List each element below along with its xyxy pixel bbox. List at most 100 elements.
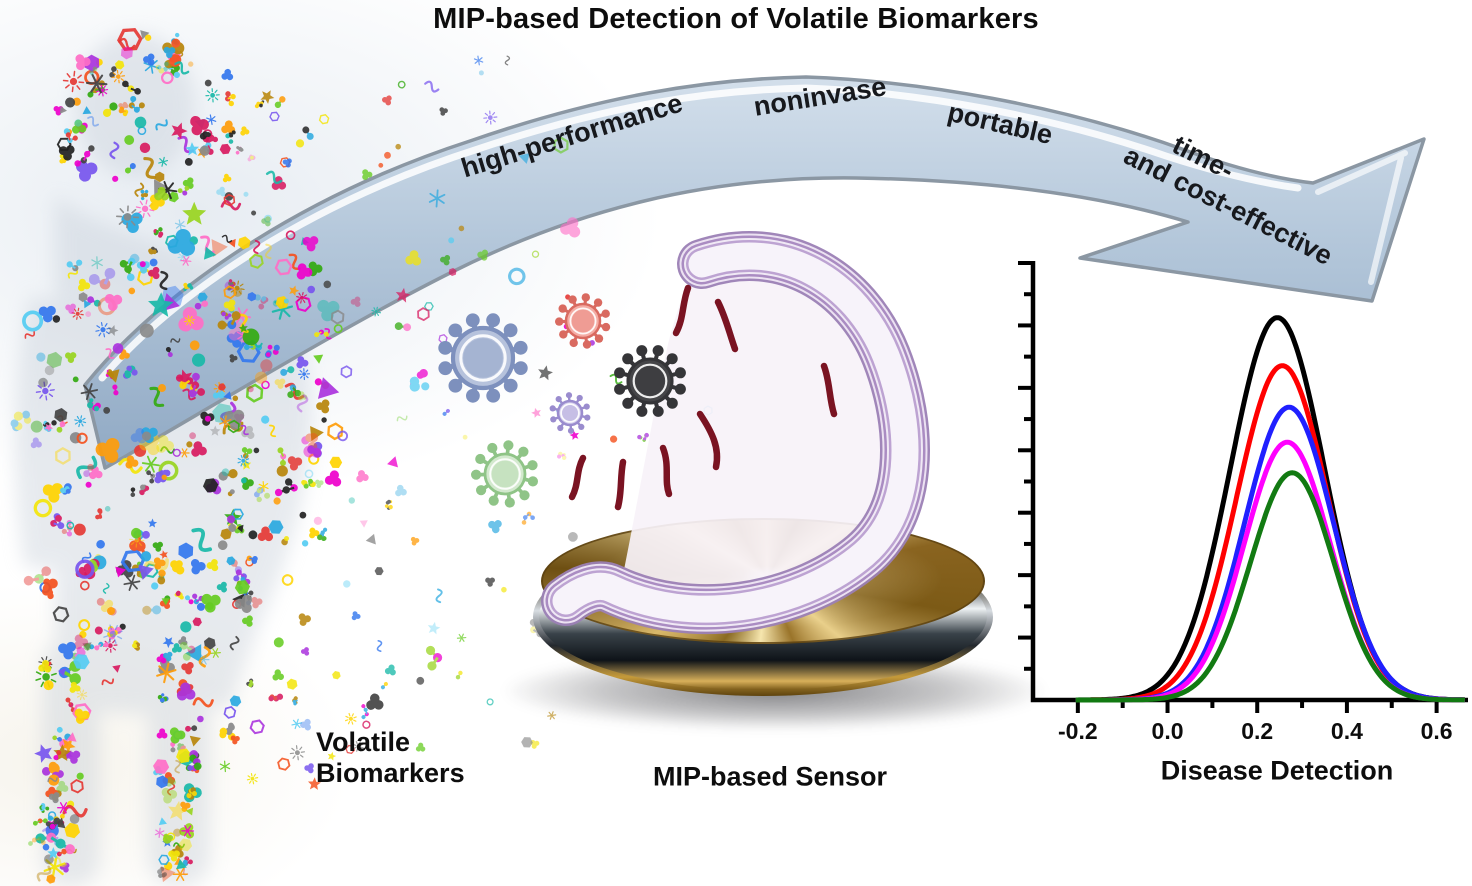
molecule-particle [62,749,73,760]
molecule-particle [192,697,214,708]
molecule-particle [47,847,60,859]
molecule-particle [33,498,53,518]
molecule-particle [187,765,194,771]
molecule-particle [206,559,219,572]
molecule-particle [424,80,440,93]
molecule-particle [292,696,298,706]
molecule-particle [123,574,141,591]
molecule-particle [72,376,79,383]
molecule-particle [246,773,259,785]
molecule-particle [128,287,136,295]
molecule-particle [156,775,169,789]
molecule-particle [117,28,143,51]
molecule-particle [296,263,313,280]
molecule-particle [177,185,190,196]
molecule-particle [156,662,177,684]
molecule-particle [34,744,52,763]
molecule-particle [210,648,221,658]
molecule-particle [176,748,192,764]
arrowhead-gloss [1315,150,1408,285]
chart-ticks [1018,261,1439,713]
molecule-particle [366,693,384,710]
molecule-particle [120,549,146,573]
molecule-particle [324,470,342,487]
caption-mip-sensor: MIP-based Sensor [652,761,888,792]
molecule-particle [189,432,197,440]
curve-response-2 [1074,363,1466,703]
molecule-particle [220,310,232,320]
caption-disease-detection: Disease Detection [1160,755,1394,786]
molecule-particle [318,114,330,125]
molecule-particle [253,447,260,454]
molecule-particle [378,162,384,168]
molecule-particle [317,299,340,322]
molecule-particle [171,643,182,653]
molecule-particle [283,298,289,304]
molecule-particle [66,521,75,530]
molecule-particle [219,760,231,773]
molecule-particle [197,292,208,302]
molecule-particle [223,285,237,300]
molecule-particle [197,654,210,665]
molecule-particle [316,399,330,414]
virus-lavender-icon [549,392,591,434]
molecule-particle [36,352,46,362]
molecule-particle [88,268,116,290]
molecule-particle [249,719,265,735]
molecule-particle [76,689,88,701]
molecule-particle [83,300,92,309]
molecule-particle [269,424,277,438]
molecule-particle [85,73,108,94]
molecule-particle [254,100,265,109]
molecule-particle [170,560,185,575]
molecule-particle [119,623,126,630]
molecule-particle [230,735,240,745]
molecule-particle [249,253,264,269]
molecule-particle [242,615,253,627]
molecule-particle [64,352,77,363]
molecule-particle [85,311,92,318]
molecule-particle [557,451,567,460]
molecule-particle [223,299,236,312]
process-arrow-body [83,75,1426,470]
molecule-particle [254,359,273,384]
molecule-particle [204,79,212,87]
molecule-particle [152,541,164,552]
molecule-particle [161,598,170,606]
molecule-particle [222,173,232,183]
molecule-particle [485,577,495,587]
molecule-particle [531,250,540,258]
molecule-particle [518,152,530,164]
molecule-particle [264,214,272,223]
molecule-particle [130,527,142,539]
molecule-particle [178,838,193,852]
molecule-particle [264,344,280,358]
molecule-particle [155,119,168,131]
molecule-particle [405,250,422,266]
molecule-particle [158,569,166,577]
molecule-particle [189,735,201,747]
molecule-particle [156,435,175,453]
molecule-particle [313,354,324,364]
molecule-particle [199,131,219,143]
molecule-particle [153,759,170,774]
curve-response-3 [1074,404,1466,703]
molecule-particle [395,143,402,150]
molecule-particle [191,527,213,552]
molecule-particle [167,228,196,256]
molecule-particle [234,594,252,613]
molecule-particle [139,323,154,338]
molecule-particle [148,246,158,255]
molecule-particle [112,384,119,396]
molecule-particle [166,782,176,796]
molecule-particle [198,646,212,668]
molecule-particle [94,626,103,635]
molecule-particle [143,53,155,66]
molecule-particle [115,60,125,70]
molecule-particle [74,708,90,724]
molecule-particle [221,234,233,243]
molecule-particle [284,536,289,541]
molecule-particle [139,261,146,268]
molecule-particle [504,55,511,66]
